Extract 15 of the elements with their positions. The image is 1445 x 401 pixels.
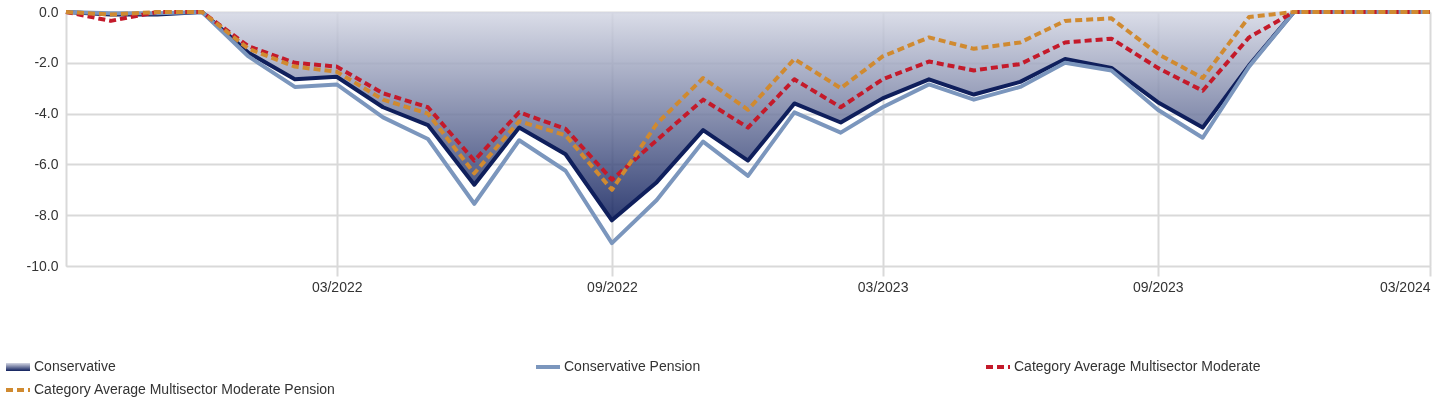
x-tick-label: 03/2024 bbox=[1379, 278, 1431, 295]
legend-label: Conservative bbox=[34, 358, 116, 374]
x-tick-label: 09/2022 bbox=[587, 278, 638, 295]
legend-label: Category Average Multisector Moderate Pension bbox=[34, 381, 335, 397]
y-tick-label: -2.0 bbox=[34, 54, 59, 71]
x-tick-label: 03/2022 bbox=[311, 278, 363, 295]
x-tick-label: 09/2023 bbox=[1132, 278, 1184, 295]
y-tick-label: -10.0 bbox=[26, 257, 59, 274]
y-tick-label: 0.0 bbox=[39, 3, 59, 20]
y-tick-label: -6.0 bbox=[34, 155, 59, 172]
x-tick-label: 03/2023 bbox=[857, 278, 909, 295]
legend-label: Category Average Multisector Moderate bbox=[1014, 358, 1261, 374]
legend-label: Conservative Pension bbox=[564, 358, 701, 374]
y-tick-label: -4.0 bbox=[34, 105, 59, 122]
y-tick-label: -8.0 bbox=[34, 206, 59, 223]
